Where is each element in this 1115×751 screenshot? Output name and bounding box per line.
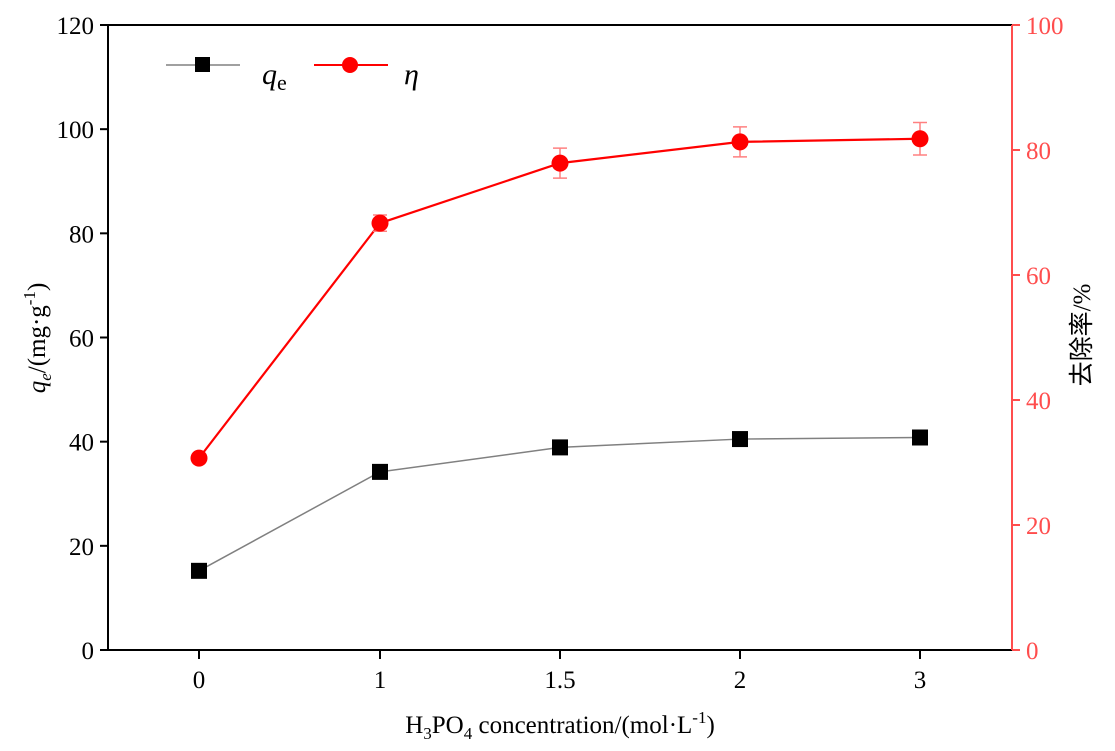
- qe-point: [732, 431, 748, 448]
- eta-point: [190, 449, 208, 467]
- qe-point: [912, 429, 928, 446]
- qe-point: [372, 463, 388, 480]
- series-line-eta: [198, 137, 921, 459]
- left-tick-label: 40: [69, 430, 94, 457]
- right-tick-label: 40: [1026, 388, 1051, 415]
- right-tick-label: 0: [1026, 638, 1039, 665]
- eta-point: [731, 133, 749, 151]
- x-tick-label: 0: [193, 667, 206, 694]
- qe-point: [552, 439, 568, 456]
- series-layer: [190, 121, 929, 579]
- ylabel-sub: e: [36, 373, 55, 381]
- left-tick-label: 0: [82, 638, 95, 665]
- xlabel-po: PO: [432, 712, 464, 739]
- right-tick-label: 80: [1026, 138, 1051, 165]
- x-tick-label: 3: [914, 667, 927, 694]
- y-axis-right-title: 去除率/%: [1068, 284, 1096, 387]
- left-tick-label: 100: [57, 117, 95, 144]
- left-tick-label: 80: [69, 221, 94, 248]
- left-tick-label: 120: [57, 13, 95, 40]
- x-axis-title: H3PO4 concentration/(mol·L-1): [405, 708, 715, 743]
- left-tick-label: 60: [69, 326, 94, 353]
- legend-eta-label: η: [404, 58, 419, 91]
- ylabel-q: q: [24, 381, 51, 394]
- ylabel-sup: -1: [20, 291, 39, 305]
- right-tick-label: 20: [1026, 513, 1051, 540]
- eta-point: [371, 214, 389, 232]
- legend-eta-marker: [342, 57, 358, 73]
- legend-qe-sub: e: [277, 70, 287, 95]
- eta-point: [551, 154, 569, 172]
- right-tick-label: 100: [1026, 13, 1064, 40]
- x-tick-label: 2: [734, 667, 747, 694]
- x-tick-label: 1.5: [544, 667, 575, 694]
- series-line-qe: [198, 436, 921, 572]
- legend-qe-main: q: [262, 58, 277, 91]
- eta-point: [911, 130, 929, 148]
- right-axis-ticks: 0 20 40 60 80 100: [1012, 13, 1064, 665]
- xlabel-sub2: 4: [464, 724, 473, 743]
- y-axis-left-title: qe/(mg·g-1): [20, 283, 55, 394]
- left-tick-label: 20: [69, 534, 94, 561]
- ylabel-end: ): [24, 283, 51, 291]
- xlabel-h: H: [405, 712, 423, 739]
- x-axis-ticks: 0 1 1.5 2 3: [193, 650, 927, 694]
- xlabel-sub1: 3: [423, 724, 432, 743]
- legend-qe-label: qe: [262, 58, 287, 95]
- xlabel-rest: concentration/(mol·L: [472, 712, 692, 739]
- legend: qe η: [166, 57, 419, 95]
- xlabel-end: ): [706, 712, 714, 739]
- legend-qe-marker: [195, 57, 210, 72]
- qe-point: [191, 562, 207, 579]
- x-tick-label: 1: [374, 667, 387, 694]
- ylabel-unit: /(mg·g: [24, 305, 51, 374]
- left-axis-ticks: 0 20 40 60 80 100 120: [57, 13, 108, 665]
- right-tick-label: 60: [1026, 263, 1051, 290]
- xlabel-sup: -1: [692, 708, 706, 727]
